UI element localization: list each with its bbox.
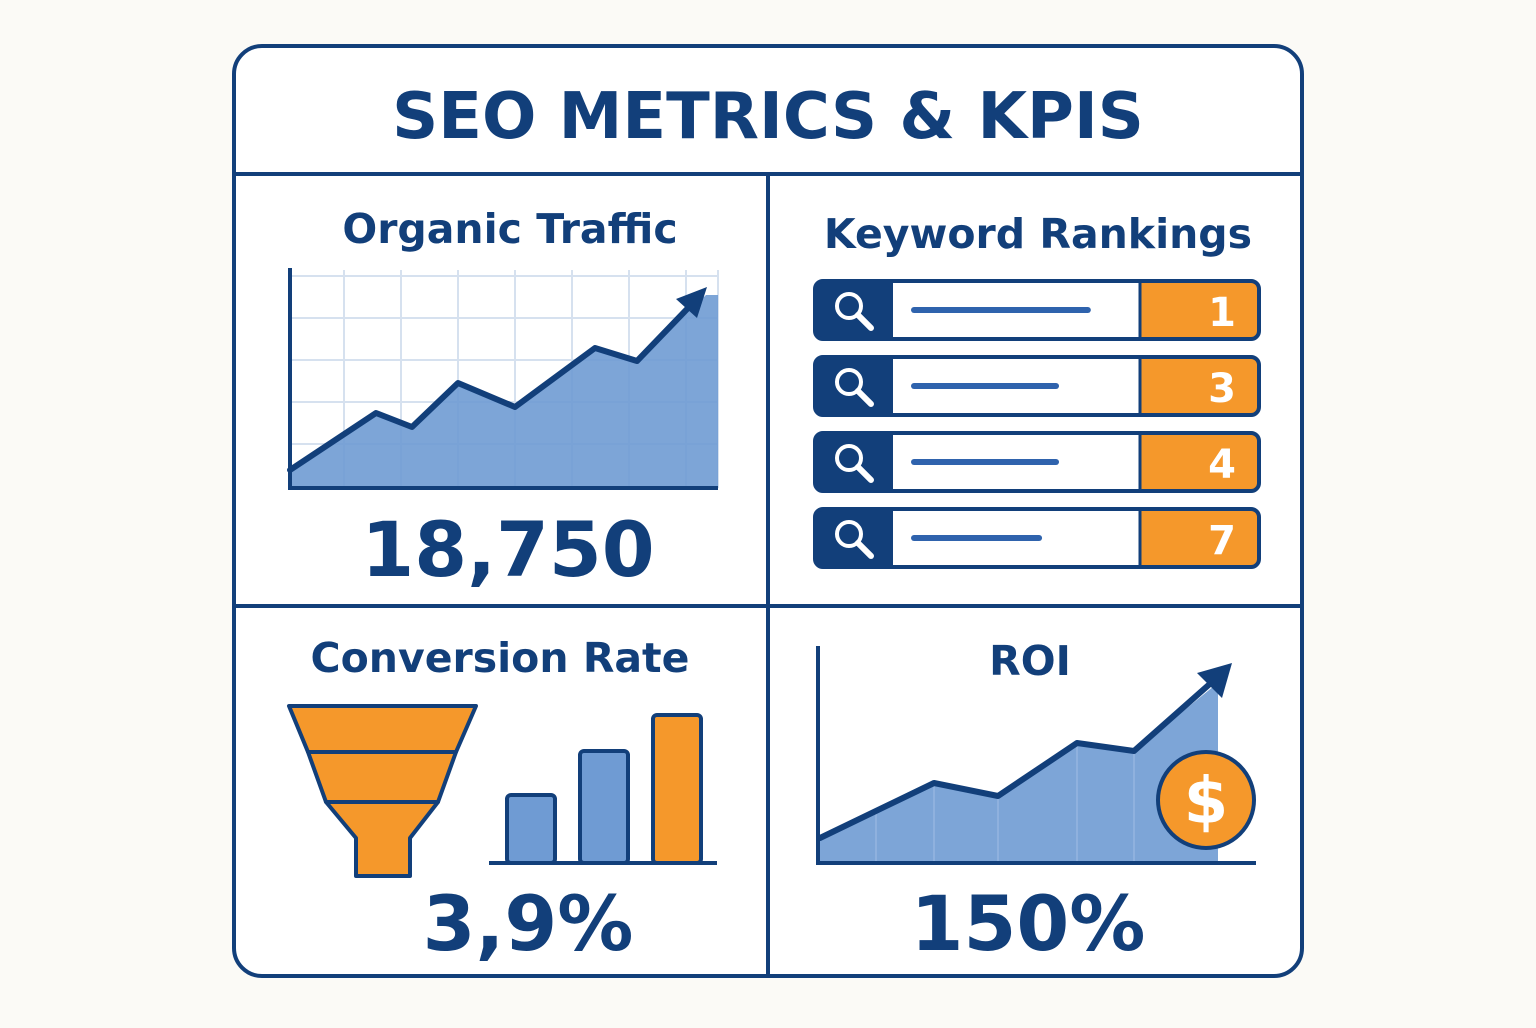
keyword-row: 3 [813, 355, 1261, 417]
keyword-rank-number: 3 [1208, 366, 1236, 412]
roi-up-arrow-icon [1197, 663, 1232, 698]
keyword-rankings-label: Keyword Rankings [824, 210, 1252, 258]
search-icon-block [815, 509, 893, 567]
dollar-sign: $ [1184, 765, 1229, 839]
conversion-bar-3 [651, 713, 703, 865]
trend-up-arrow-icon [676, 287, 707, 318]
search-icon [835, 520, 874, 559]
search-icon-block [815, 357, 893, 415]
traffic-trend-line [287, 303, 693, 473]
organic-traffic-value: 18,750 [361, 505, 654, 594]
rank-badge [1140, 433, 1259, 491]
roi-area-gridlines [875, 744, 1135, 863]
funnel-icon [287, 704, 478, 878]
rank-badge [1140, 357, 1259, 415]
search-icon [835, 368, 874, 407]
conversion-rate-value: 3,9% [423, 879, 634, 968]
keyword-rank-number: 7 [1208, 518, 1236, 564]
search-icon-block [815, 433, 893, 491]
keyword-row-outline [813, 355, 1261, 417]
organic-traffic-label: Organic Traffic [342, 205, 677, 253]
keyword-row-outline [813, 431, 1261, 493]
keyword-rank-number: 4 [1208, 442, 1236, 488]
organic-traffic-panel: Organic Traffic 18,750 [287, 205, 719, 594]
roi-trend-line [817, 679, 1215, 841]
keyword-rankings-panel: Keyword Rankings 1 3 4 7 [813, 210, 1261, 569]
traffic-area-fill [290, 295, 718, 488]
search-icon [835, 444, 874, 483]
rank-badge [1140, 281, 1259, 339]
roi-panel: ROI $ 150% [816, 637, 1256, 968]
conversion-bars [505, 713, 703, 865]
roi-area-fill [820, 686, 1218, 863]
keyword-row-outline [813, 279, 1261, 341]
keyword-row: 1 [813, 279, 1261, 341]
keyword-rank-number: 1 [1208, 290, 1236, 336]
roi-value: 150% [911, 879, 1146, 968]
page-title: SEO METRICS & KPIS [392, 80, 1144, 154]
dollar-coin-icon: $ [1156, 750, 1256, 850]
roi-label: ROI [989, 637, 1071, 685]
keyword-row-outline [813, 507, 1261, 569]
keyword-row: 7 [813, 507, 1261, 569]
conversion-rate-label: Conversion Rate [311, 634, 690, 682]
rank-badge [1140, 509, 1259, 567]
keyword-row: 4 [813, 431, 1261, 493]
keyword-rows: 1 3 4 7 [813, 279, 1261, 569]
conversion-bar-2 [578, 749, 630, 865]
search-icon-block [815, 281, 893, 339]
search-icon [835, 292, 874, 331]
conversion-rate-panel: Conversion Rate 3,9% [287, 634, 717, 968]
conversion-bar-1 [505, 793, 557, 865]
